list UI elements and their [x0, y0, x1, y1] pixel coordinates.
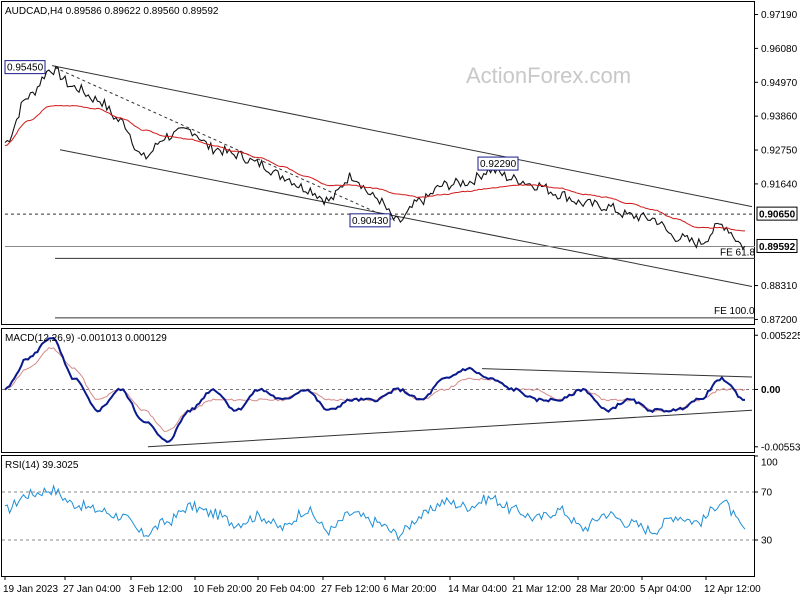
macd-series: [4, 336, 745, 443]
price-callout-box: [349, 213, 391, 228]
price-callout-label: 0.92290: [480, 159, 517, 170]
macd-resistance-line: [481, 368, 753, 378]
price-callout-box: [4, 60, 46, 75]
macd-support-line: [147, 409, 753, 448]
rsi-chart: [2, 483, 754, 541]
x-tick-label: 5 Apr 04:00: [640, 584, 692, 595]
watermark: ActionForex.com: [466, 63, 631, 88]
price-y-tick-label: 0.88310: [761, 281, 798, 292]
price-series: [4, 65, 746, 250]
price-callout-label: 0.90430: [352, 216, 389, 227]
moving-average-series: [4, 104, 745, 232]
x-tick-label: 19 Jan 2023: [3, 584, 58, 595]
retrace-dashed-line: [54, 67, 396, 222]
fib-label: FE 61.8: [720, 247, 755, 258]
x-tick-label: 14 Mar 04:00: [448, 584, 507, 595]
rsi-y-tick-label: 70: [761, 488, 773, 499]
price-callout-box: [477, 156, 519, 171]
price-y-tick-label: 0.97190: [761, 10, 798, 21]
price-tag-box: [756, 206, 798, 221]
fib-label: FE 100.0: [714, 306, 755, 317]
price-callout-label: 0.95450: [7, 63, 44, 74]
price-tag-box: [756, 238, 798, 253]
price-y-tick-label: 0.92750: [761, 146, 798, 157]
axes: 0.97190 0.96080 0.94970 0.93860 0.92750 0.916…: [3, 10, 800, 595]
macd-header: MACD(12,26,9) -0.001013 0.000129: [5, 333, 167, 344]
x-tick-label: 27 Feb 12:00: [321, 584, 380, 595]
x-tick-label: 20 Feb 04:00: [256, 584, 315, 595]
price-y-tick-label: 0.91640: [761, 179, 798, 190]
macd-chart: [2, 336, 754, 448]
price-header: AUDCAD,H4 0.89586 0.89622 0.89560 0.8959…: [5, 6, 219, 17]
price-tag-label: 0.89592: [759, 242, 796, 253]
rsi-series: [4, 483, 746, 541]
x-tick-label: 10 Feb 20:00: [193, 584, 252, 595]
price-y-tick-label: 0.94970: [761, 78, 798, 89]
x-tick-label: 28 Mar 20:00: [576, 584, 635, 595]
x-tick-label: 27 Jan 04:00: [63, 584, 121, 595]
channel-upper-line: [51, 65, 753, 208]
x-tick-label: 6 Mar 20:00: [383, 584, 437, 595]
macd-signal-series: [4, 347, 746, 433]
price-chart: 0.95450 0.92290 0.90430 FE 61.8 FE 100.0: [4, 60, 755, 319]
rsi-y-tick-label: 30: [761, 536, 773, 547]
rsi-y-tick-label: 100: [761, 458, 778, 469]
rsi-panel-frame: [1, 455, 755, 577]
macd-y-tick-label: -0.00553: [761, 442, 800, 453]
rsi-header: RSI(14) 39.3025: [5, 460, 79, 471]
price-y-tick-label: 0.96080: [761, 44, 798, 55]
macd-y-tick-label: 0.00: [761, 385, 781, 396]
price-panel-frame: [1, 1, 755, 325]
x-tick-label: 12 Apr 12:00: [704, 584, 761, 595]
x-tick-label: 3 Feb 12:00: [129, 584, 183, 595]
x-tick-label: 21 Mar 12:00: [512, 584, 571, 595]
channel-lower-line: [59, 149, 753, 287]
price-y-tick-label: 0.87200: [761, 315, 798, 326]
price-y-tick-label: 0.93860: [761, 112, 798, 123]
price-tag-label: 0.90650: [759, 210, 796, 221]
macd-panel-frame: [1, 328, 755, 453]
macd-y-tick-label: 0.005225: [761, 331, 800, 342]
